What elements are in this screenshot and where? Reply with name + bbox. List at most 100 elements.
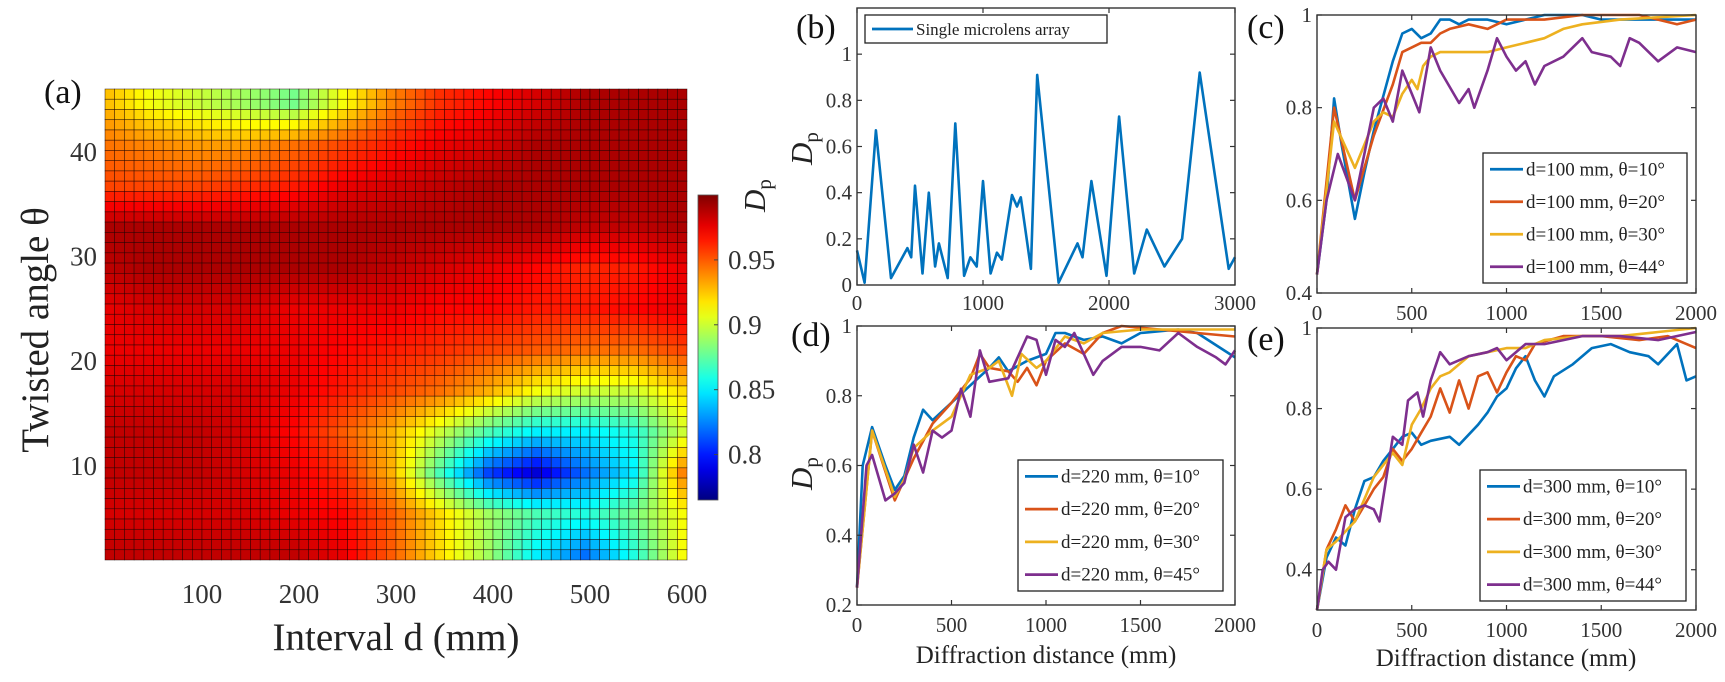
heatmap-cell [143,139,154,151]
colorbar-tick-label: 0.9 [728,310,762,340]
heatmap-cell [366,88,377,100]
heatmap-cell [347,436,358,448]
panel-label-d: (d) [791,317,831,354]
heatmap-cell [376,467,387,479]
heatmap-cell [482,232,494,243]
heatmap-cell [318,528,329,540]
heatmap-cell [162,242,174,254]
heatmap-cell [434,334,445,346]
heatmap-cell [279,406,290,417]
heatmap-cell [502,191,513,202]
heatmap-cell [647,262,659,274]
heatmap-cell [288,232,300,243]
heatmap-cell [395,98,406,110]
heatmap-cell [192,160,203,172]
heatmap-cell [482,457,494,469]
heatmap-cell [308,180,319,192]
heatmap-cell [143,252,154,264]
heatmap-cell [250,498,261,510]
heatmap-cell [162,426,174,438]
heatmap-cell [104,180,115,192]
heatmap-cell [308,395,319,407]
heatmap-cell [211,272,222,284]
heatmap-cell [638,211,649,223]
heatmap-cell [415,344,426,356]
heatmap-cell [172,385,183,397]
heatmap-cell [201,303,212,315]
heatmap-cell [172,221,183,233]
heatmap-cell [531,313,542,325]
heatmap-cell [269,98,280,110]
heatmap-cell [259,313,271,325]
heatmap-cell [492,436,503,448]
heatmap-cell [444,539,455,551]
heatmap-cell [453,457,465,469]
heatmap-cell [347,170,358,182]
heatmap-cell [618,498,630,510]
heatmap-cell [114,518,125,530]
heatmap-cell [647,98,659,110]
heatmap-cell [628,180,639,192]
heatmap-cell [657,385,668,397]
heatmap-cell [133,170,145,182]
heatmap-cell [424,365,436,376]
heatmap-cell [201,139,212,151]
heatmap-cell [453,416,465,428]
heatmap-cell [124,344,135,356]
heatmap-cell [259,436,271,448]
heatmap-cell [182,528,193,540]
heatmap-cell [104,436,115,448]
heatmap-cell [473,139,484,151]
heatmap-cell [172,334,183,346]
heatmap-cell [463,354,474,366]
heatmap-cell [463,436,474,448]
heatmap-cell [434,539,445,551]
heatmap-cell [453,293,465,305]
heatmap-cell [385,191,397,202]
heatmap-cell [269,252,280,264]
panel-d-x-tick-label: 2000 [1214,613,1256,637]
heatmap-cell [589,211,600,223]
heatmap-cell [221,129,232,141]
heatmap-cell [153,354,164,366]
heatmap-cell [182,344,193,356]
heatmap-cell [259,201,271,213]
heatmap-cell [250,293,261,305]
heatmap-cell [570,211,581,223]
heatmap-cell [589,283,600,295]
heatmap-cell [647,232,659,243]
heatmap-cell [589,344,600,356]
heatmap-cell [550,88,562,100]
heatmap-cell [298,539,309,551]
heatmap-cell [521,109,533,121]
heatmap-cell [434,365,445,376]
heatmap-cell [657,272,668,284]
heatmap-cell [395,416,406,428]
heatmap-cell [599,221,610,233]
heatmap-cell [512,252,523,264]
heatmap-cell [453,395,465,407]
heatmap-cell [676,283,688,295]
heatmap-cell [269,313,280,325]
heatmap-cell [473,539,484,551]
heatmap-cell [308,498,319,510]
heatmap-cell [638,303,649,315]
heatmap-cell [318,426,329,438]
heatmap-cell [182,518,193,530]
heatmap-cell [512,436,523,448]
heatmap-cell [618,119,630,131]
heatmap-cell [531,406,542,417]
heatmap-cell [531,139,542,151]
heatmap-cell [560,109,571,121]
heatmap-cell [269,406,280,417]
heatmap-cell [473,488,484,499]
heatmap-cell [570,518,581,530]
heatmap-cell [162,211,174,223]
heatmap-cell [473,354,484,366]
heatmap-cell [153,303,164,315]
heatmap-cell [434,293,445,305]
heatmap-cell [502,416,513,428]
heatmap-cell [570,324,581,336]
heatmap-cell [599,283,610,295]
heatmap-cell [230,109,242,121]
